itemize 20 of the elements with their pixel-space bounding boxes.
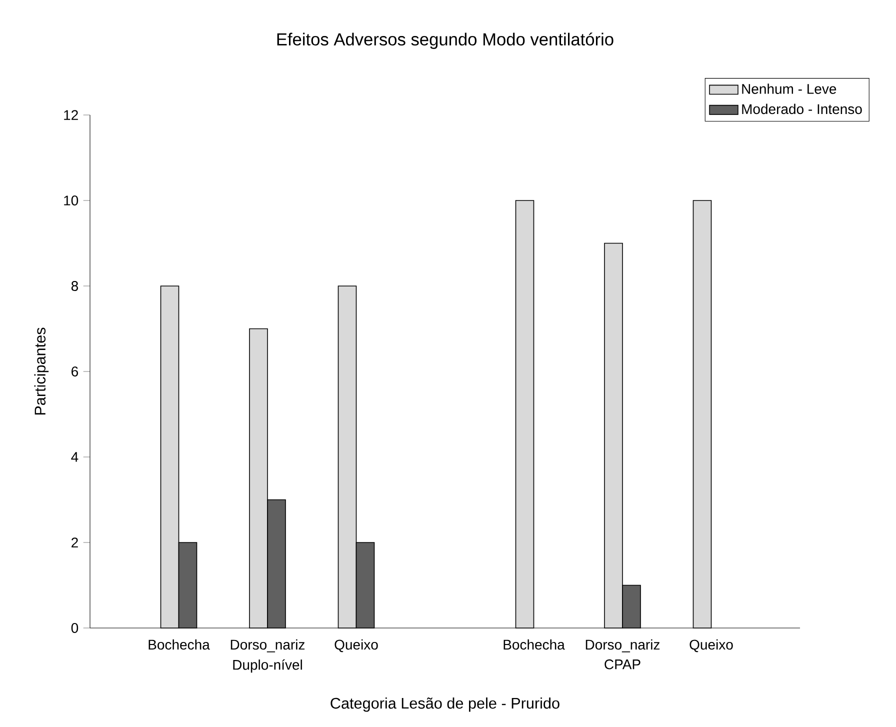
- y-tick-label: 6: [72, 366, 78, 376]
- x-tick-label: Queixo: [690, 639, 733, 652]
- x-tick-label: Dorso_nariz: [586, 639, 660, 652]
- y-tick-label: 4: [71, 452, 78, 462]
- y-tick-label: 8: [71, 281, 78, 291]
- text: CPAP: [604, 659, 640, 670]
- text: Duplo-nível: [233, 659, 302, 673]
- x-tick-label: Bochecha: [148, 639, 210, 650]
- legend-label: Nenhum - Leve: [742, 84, 836, 94]
- x-axis-title: Categoria Lesão de pele - Prurido: [330, 697, 560, 712]
- y-tick-label: 2: [72, 538, 78, 548]
- y-tick-label: 0: [71, 623, 78, 633]
- legend-label: Moderado - Intenso: [742, 104, 862, 114]
- y-tick-label: 10: [64, 196, 78, 206]
- x-tick-label: Bochecha: [504, 639, 565, 650]
- chart-title: Efeitos Adversos segundo Modo ventilatório: [277, 32, 614, 49]
- y-axis-title: Participantes: [34, 328, 49, 415]
- x-tick-label: Queixo: [334, 639, 378, 652]
- y-tick-label: 12: [64, 110, 78, 120]
- x-tick-label: Dorso_nariz: [230, 639, 305, 652]
